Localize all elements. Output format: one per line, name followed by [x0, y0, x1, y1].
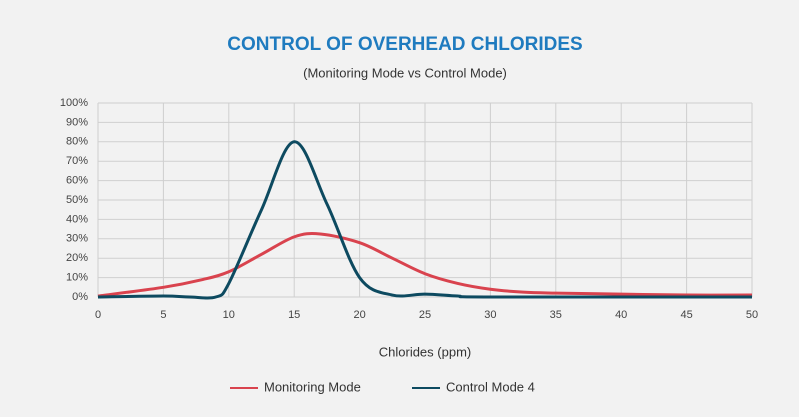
y-tick-label: 40% [66, 213, 88, 225]
chart-subtitle: (Monitoring Mode vs Control Mode) [303, 65, 507, 80]
y-tick-label: 10% [66, 272, 88, 284]
x-tick-label: 50 [746, 309, 758, 321]
legend-label: Control Mode 4 [446, 379, 535, 394]
y-tick-label: 20% [66, 252, 88, 264]
x-tick-label: 5 [160, 309, 166, 321]
legend-label: Monitoring Mode [264, 379, 361, 394]
x-tick-label: 25 [419, 309, 431, 321]
y-tick-label: 100% [60, 97, 88, 109]
y-tick-label: 0% [72, 291, 88, 303]
x-tick-label: 45 [680, 309, 692, 321]
y-tick-label: 80% [66, 136, 88, 148]
y-tick-label: 30% [66, 233, 88, 245]
y-tick-label: 60% [66, 175, 88, 187]
x-tick-label: 35 [550, 309, 562, 321]
y-tick-label: 50% [66, 194, 88, 206]
chart-title: CONTROL OF OVERHEAD CHLORIDES [227, 34, 582, 55]
line-series [97, 232, 753, 298]
line-series [97, 140, 753, 300]
x-tick-label: 0 [95, 309, 101, 321]
x-tick-label: 10 [223, 309, 235, 321]
x-axis-label: Chlorides (ppm) [379, 344, 471, 359]
y-tick-label: 70% [66, 155, 88, 167]
y-tick-label: 90% [66, 116, 88, 128]
x-tick-label: 40 [615, 309, 627, 321]
x-tick-label: 30 [484, 309, 496, 321]
x-tick-label: 15 [288, 309, 300, 321]
x-tick-label: 20 [353, 309, 365, 321]
